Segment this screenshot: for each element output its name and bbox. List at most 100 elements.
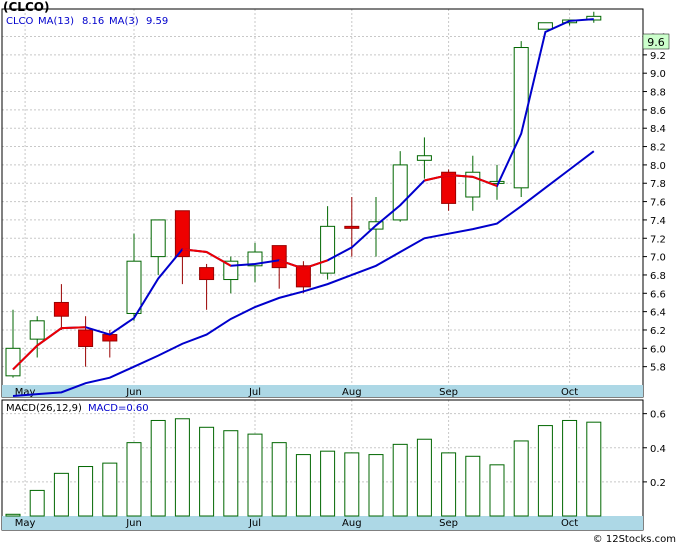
- candle-body: [150, 219, 166, 258]
- macd-legend: MACD(26,12,9) MACD=0.60: [6, 403, 149, 414]
- macd-bar: [489, 464, 505, 517]
- candle-body: [29, 320, 45, 340]
- month-label: Jul: [248, 387, 261, 398]
- candle-up: [416, 137, 432, 179]
- legend-ticker: CLCO: [6, 16, 34, 27]
- price-tick-label: 7.6: [650, 198, 666, 209]
- macd-panel: 0.2 0.4 0.6 May Jun Jul Aug Sep Oct MACD(26,12,…: [1, 399, 666, 531]
- macd-bars: [5, 418, 602, 517]
- month-label: Jun: [125, 387, 142, 398]
- legend-ma3-value: 9.59: [146, 16, 168, 27]
- x-axis-strip-bottom: [2, 516, 643, 530]
- macd-bar: [320, 450, 336, 517]
- macd-y-ticks: 0.2 0.4 0.6: [643, 410, 666, 489]
- price-tick-label: 7.0: [650, 253, 666, 264]
- moving-averages: [12, 18, 595, 398]
- macd-bar: [416, 438, 432, 517]
- price-tick-label: 9.2: [650, 51, 666, 62]
- macd-bar: [102, 462, 118, 517]
- macd-bar: [441, 452, 457, 517]
- macd-bar: [78, 466, 94, 517]
- macd-bar: [537, 425, 553, 517]
- price-panel: 5.8 6.0 6.2 6.4 6.6 6.8 7.0 7.2 7.4 7.6 7.8 8.0 8.2 8…: [1, 0, 670, 398]
- candle-up: [126, 233, 142, 321]
- price-tick-label: 6.2: [650, 326, 666, 337]
- candle-up: [392, 151, 408, 222]
- price-tick-label: 6.8: [650, 271, 666, 282]
- macd-bar: [5, 513, 21, 517]
- price-tick-label: 7.4: [650, 216, 666, 227]
- price-tick-label: 6.4: [650, 308, 666, 319]
- candle-down: [441, 169, 457, 211]
- macd-bar: [53, 472, 69, 517]
- candle-down: [53, 284, 69, 330]
- candle-body: [78, 329, 94, 347]
- candle-body: [295, 265, 311, 288]
- macd-bar: [247, 433, 263, 517]
- price-tick-label: 8.8: [650, 88, 666, 99]
- x-axis-strip-top: [2, 385, 643, 397]
- macd-bar: [465, 455, 481, 517]
- chart-title: (CLCO): [3, 0, 49, 14]
- macd-bar: [174, 418, 190, 517]
- candle-down: [78, 316, 94, 367]
- price-tick-label: 5.8: [650, 363, 666, 374]
- price-tick-label: 7.8: [650, 179, 666, 190]
- macd-bar: [29, 489, 45, 517]
- macd-bar: [199, 426, 215, 517]
- candle-body: [513, 47, 529, 189]
- legend-ma13-value: 8.16: [82, 16, 104, 27]
- candle-body: [416, 155, 432, 161]
- macd-month-label: Jul: [248, 518, 261, 529]
- candle-body: [537, 22, 553, 30]
- macd-bar: [126, 442, 142, 517]
- candle-down: [295, 261, 311, 294]
- candle-body: [126, 260, 142, 314]
- price-tick-label: 7.2: [650, 234, 666, 245]
- candles: [5, 11, 602, 378]
- macd-bar: [392, 443, 408, 517]
- last-price-badge: 9.6: [642, 33, 670, 50]
- candle-up: [5, 309, 21, 378]
- price-legend: CLCO MA(13) 8.16 MA(3) 9.59: [6, 16, 168, 27]
- macd-value: MACD=0.60: [88, 403, 149, 414]
- macd-month-label: Sep: [439, 518, 458, 529]
- candle-body: [344, 225, 360, 229]
- macd-bar: [368, 454, 384, 517]
- price-y-ticks: 5.8 6.0 6.2 6.4 6.6 6.8 7.0 7.2 7.4 7.6 7.8 8.0 8.2 8…: [643, 33, 666, 374]
- macd-bar: [344, 452, 360, 517]
- legend-ma13-label: MA(13): [38, 16, 74, 27]
- macd-bar: [295, 454, 311, 517]
- month-label: Sep: [439, 387, 458, 398]
- macd-month-label: Aug: [342, 518, 362, 529]
- ma3-red-segment: [182, 248, 232, 267]
- price-tick-label: 9.0: [650, 69, 666, 80]
- macd-month-label: Jun: [125, 518, 142, 529]
- last-price-label: 9.6: [647, 36, 665, 49]
- price-x-labels: May Jun Jul Aug Sep Oct: [15, 387, 579, 398]
- macd-bar: [513, 440, 529, 517]
- candle-body: [392, 164, 408, 221]
- candle-body: [247, 251, 263, 267]
- candle-up: [513, 41, 529, 197]
- candle-up: [247, 242, 263, 283]
- price-tick-label: 8.2: [650, 143, 666, 154]
- candle-body: [53, 301, 69, 317]
- macd-bar: [271, 442, 287, 517]
- month-label: Aug: [342, 387, 362, 398]
- candle-body: [320, 225, 336, 274]
- candle-body: [441, 171, 457, 204]
- price-tick-label: 8.4: [650, 124, 666, 135]
- macd-bar: [562, 419, 578, 517]
- month-label: May: [15, 387, 36, 398]
- macd-title: MACD(26,12,9): [6, 403, 82, 414]
- candle-down: [174, 210, 190, 285]
- month-label: Oct: [561, 387, 578, 398]
- macd-x-labels: May Jun Jul Aug Sep Oct: [15, 518, 579, 529]
- ma3-red-segment: [424, 173, 498, 187]
- macd-tick-label: 0.4: [650, 444, 666, 455]
- ma3-red-segment: [12, 326, 86, 371]
- price-tick-label: 8.0: [650, 161, 666, 172]
- candle-up: [537, 22, 553, 30]
